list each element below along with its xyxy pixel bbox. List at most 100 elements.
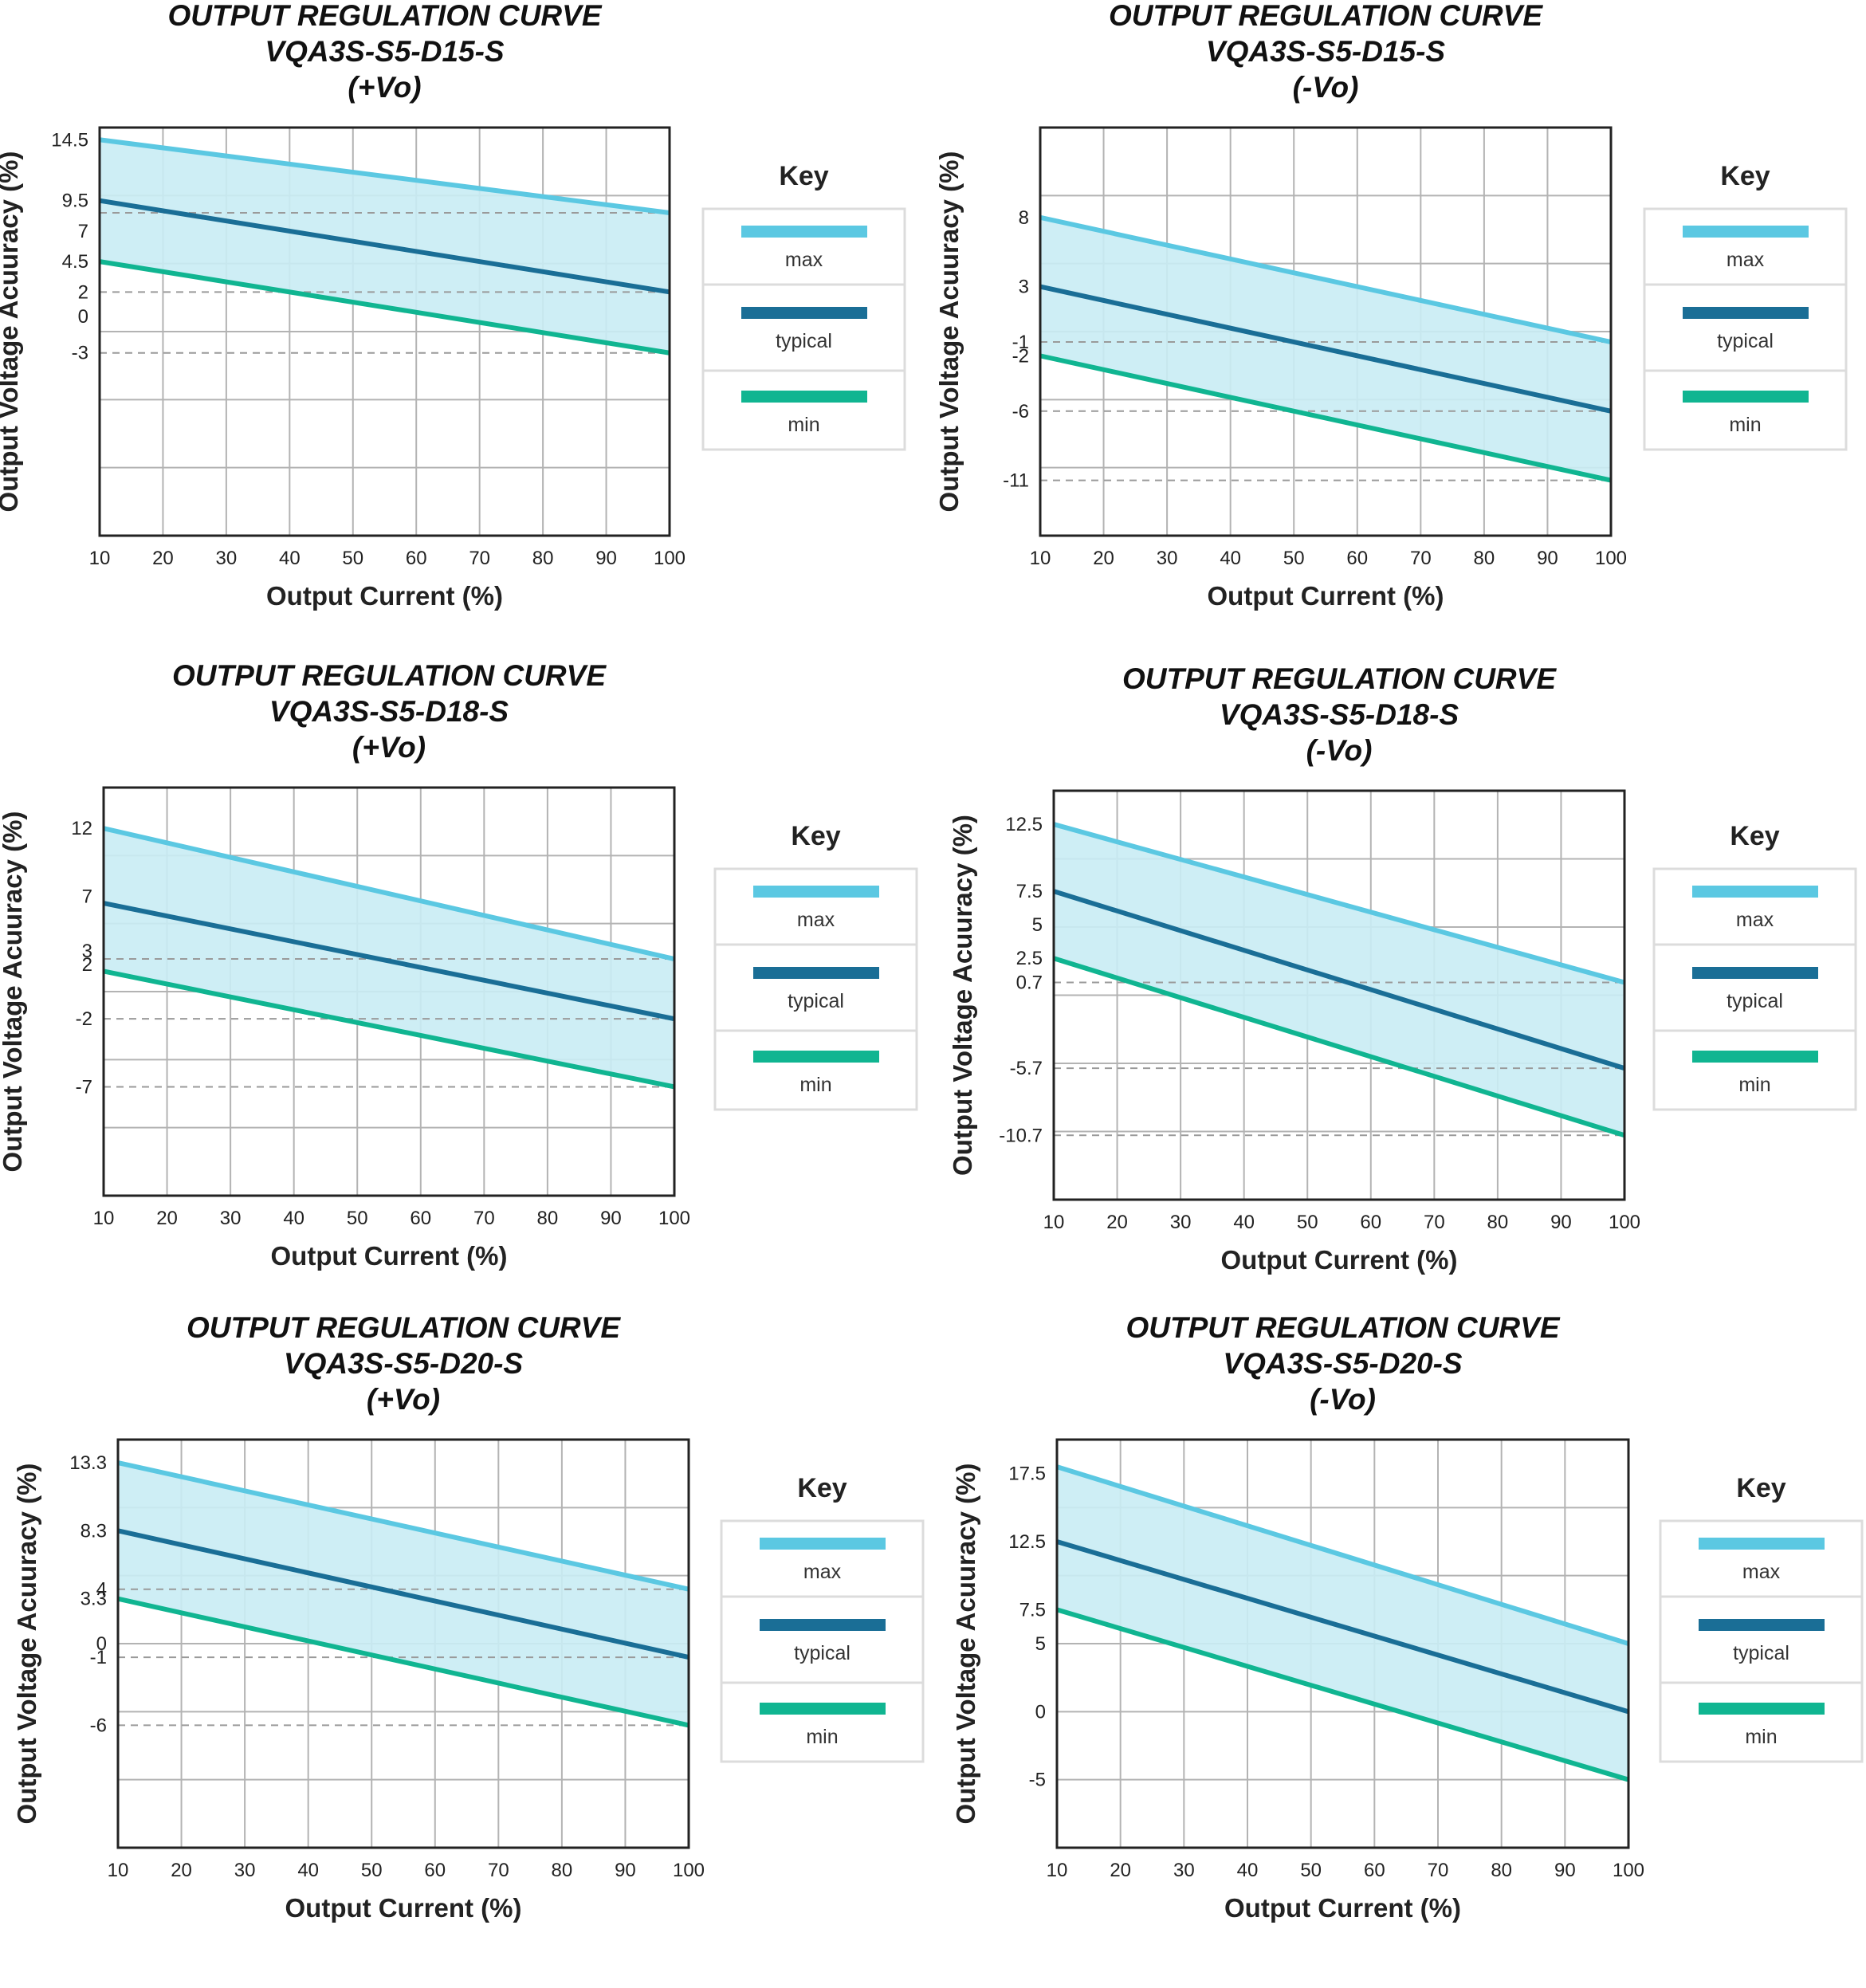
y-tick-label: 7.5: [1019, 1599, 1046, 1621]
key-label-max: max: [785, 249, 823, 271]
key-swatch-min: [1699, 1703, 1825, 1715]
x-tick-label: 10: [93, 1208, 115, 1229]
chart-panel-4: OUTPUT REGULATION CURVEVQA3S-S5-D18-S(-V…: [948, 662, 1857, 1275]
x-tick-label: 40: [297, 1860, 319, 1881]
key-box: [1659, 1519, 1864, 1763]
key-swatch-typical: [1692, 967, 1818, 979]
series-line-min: [1053, 956, 1625, 1138]
y-tick-label: 7: [78, 221, 88, 242]
chart-title-line: OUTPUT REGULATION CURVE: [1122, 662, 1557, 695]
y-tick-label: -2: [76, 1008, 92, 1030]
series-line-typical: [103, 901, 675, 1022]
chart-title-line: (-Vo): [1310, 1383, 1376, 1416]
y-tick-label: -11: [1003, 470, 1029, 492]
series-line-min: [99, 259, 670, 356]
series-line-min: [117, 1596, 689, 1728]
x-tick-label: 70: [469, 548, 490, 569]
key-swatch-max: [1692, 886, 1818, 898]
chart-title-line: (+Vo): [367, 1383, 440, 1416]
key-label-min: min: [806, 1726, 838, 1748]
y-tick-label: 2: [82, 954, 92, 976]
y-tick-label: -5.7: [1010, 1058, 1043, 1079]
x-tick-label: 40: [279, 548, 301, 569]
x-tick-label: 30: [1170, 1212, 1192, 1233]
series-line-min: [103, 968, 675, 1090]
key-label-typical: typical: [1727, 990, 1783, 1012]
x-tick-label: 20: [1106, 1212, 1128, 1233]
key-swatch-typical: [1683, 307, 1809, 319]
series-line-max: [1053, 822, 1625, 985]
key-box: [1643, 207, 1848, 451]
y-axis-label: Output Voltage Acuuracy (%): [948, 815, 977, 1176]
x-tick-label: 60: [410, 1208, 431, 1229]
key-label-min: min: [1738, 1074, 1770, 1096]
chart-panel-6: OUTPUT REGULATION CURVEVQA3S-S5-D20-S(-V…: [951, 1311, 1864, 1923]
chart-panel-5: OUTPUT REGULATION CURVEVQA3S-S5-D20-S(+V…: [12, 1311, 925, 1923]
plot-frame: [1039, 126, 1613, 537]
x-tick-label: 30: [1173, 1860, 1195, 1881]
y-tick-label: -1: [1012, 332, 1029, 353]
y-tick-label: 3.3: [81, 1589, 107, 1610]
x-tick-label: 40: [283, 1208, 304, 1229]
key-title: Key: [1720, 161, 1770, 191]
y-axis-label: Output Voltage Acuuracy (%): [951, 1463, 980, 1825]
x-tick-label: 70: [1410, 548, 1432, 569]
key-swatch-max: [760, 1538, 886, 1550]
y-axis-label: Output Voltage Acuuracy (%): [12, 1463, 41, 1825]
y-tick-label: 13.3: [69, 1452, 107, 1474]
y-tick-label: 7: [82, 886, 92, 908]
key-box: [701, 207, 906, 451]
chart-title-line: OUTPUT REGULATION CURVE: [172, 659, 607, 692]
x-tick-label: 20: [152, 548, 174, 569]
x-tick-label: 100: [658, 1208, 690, 1229]
plot-frame: [98, 126, 671, 537]
x-tick-label: 80: [1491, 1860, 1512, 1881]
x-tick-label: 100: [673, 1860, 705, 1881]
y-tick-label: 3: [1019, 277, 1029, 298]
x-tick-label: 10: [1030, 548, 1051, 569]
x-tick-label: 60: [1360, 1212, 1381, 1233]
key-box: [713, 867, 918, 1111]
chart-title-line: VQA3S-S5-D15-S: [1206, 35, 1446, 68]
y-axis-label: Output Voltage Acuuracy (%): [934, 151, 964, 513]
x-tick-label: 70: [1424, 1212, 1445, 1233]
series-line-typical: [1039, 284, 1612, 414]
y-tick-label: 7.5: [1016, 881, 1043, 902]
y-tick-label: 12.5: [1005, 814, 1043, 835]
x-tick-label: 60: [1346, 548, 1368, 569]
x-tick-label: 80: [1474, 548, 1495, 569]
series-line-max: [1056, 1464, 1629, 1646]
x-tick-label: 50: [361, 1860, 383, 1881]
series-line-typical: [117, 1528, 689, 1660]
x-tick-label: 80: [532, 548, 554, 569]
key-label-typical: typical: [776, 330, 832, 352]
key-box: [720, 1519, 925, 1763]
key-swatch-min: [1692, 1051, 1818, 1063]
series-line-max: [99, 137, 670, 215]
y-tick-label: 8.3: [81, 1520, 107, 1542]
key-label-min: min: [799, 1074, 831, 1096]
key-label-typical: typical: [788, 990, 844, 1012]
y-tick-label: 4: [96, 1579, 107, 1601]
series-line-min: [1056, 1607, 1629, 1782]
key-swatch-typical: [741, 307, 867, 319]
x-tick-label: 20: [156, 1208, 178, 1229]
x-tick-label: 90: [1550, 1212, 1572, 1233]
x-tick-label: 100: [654, 548, 686, 569]
x-tick-label: 60: [1364, 1860, 1385, 1881]
key-box: [1652, 867, 1857, 1111]
x-tick-label: 90: [600, 1208, 622, 1229]
chart-title-line: (-Vo): [1306, 734, 1373, 767]
x-tick-label: 70: [473, 1208, 495, 1229]
series-line-max: [1039, 214, 1612, 344]
series-line-typical: [99, 198, 670, 295]
plot-frame: [1055, 1438, 1630, 1849]
x-tick-label: 10: [108, 1860, 129, 1881]
y-tick-label: 2.5: [1016, 948, 1043, 969]
chart-title-line: (+Vo): [348, 71, 421, 104]
x-axis-label: Output Current (%): [271, 1241, 508, 1271]
x-tick-label: 40: [1220, 548, 1241, 569]
key-label-typical: typical: [1717, 330, 1774, 352]
x-tick-label: 50: [1300, 1860, 1322, 1881]
